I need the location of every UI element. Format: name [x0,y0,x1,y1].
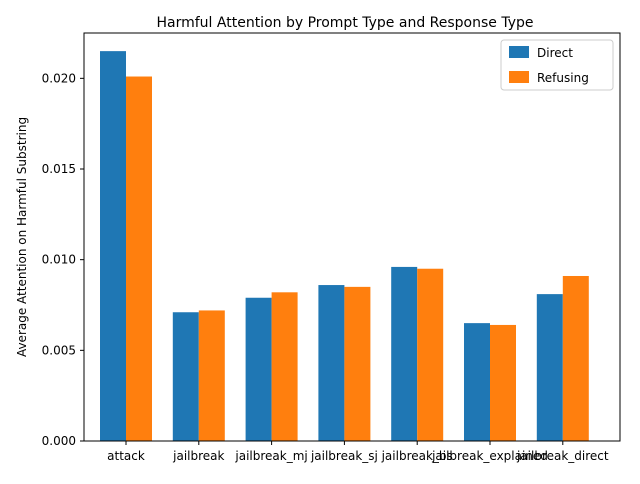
bar-refusing-jailbreak_explained [490,324,516,441]
bar-refusing-jailbreak_direct [562,275,589,441]
y-tick-label: 0.010 [42,253,76,267]
bar-refusing-jailbreak [198,310,225,441]
bar-refusing-jailbreak_bs [417,268,444,441]
x-tick-label-jailbreak_bs: jailbreak_bs [381,449,453,463]
y-tick-label: 0.005 [42,343,76,357]
bar-refusing-jailbreak_sj [344,286,371,441]
bar-direct-jailbreak_direct [536,294,563,441]
x-axis-ticks: attack jailbreak jailbreak_mj jailbreak_sj j… [107,441,609,463]
y-axis-label: Average Attention on Harmful Substring [15,117,29,357]
y-axis-ticks: 0.000 0.005 0.010 0.015 0.020 [42,71,84,448]
legend-swatch-refusing [509,71,529,83]
x-tick-label-jailbreak_sj: jailbreak_sj [310,449,378,463]
bars-layer [100,51,589,442]
bar-direct-jailbreak_sj [318,285,345,441]
x-tick-label-jailbreak_explained: jailbreak_explained [431,449,548,463]
bar-direct-attack [100,51,126,441]
x-tick-label-jailbreak: jailbreak [172,449,224,463]
bar-refusing-jailbreak_mj [271,292,298,441]
y-tick-label: 0.020 [42,71,76,85]
legend-swatch-direct [509,46,529,58]
x-tick-label-jailbreak_direct: jailbreak_direct [516,449,609,463]
bar-direct-jailbreak [172,312,199,441]
y-tick-label: 0.015 [42,162,76,176]
x-tick-label-attack: attack [107,449,145,463]
bar-direct-jailbreak_bs [391,266,418,441]
y-tick-label: 0.000 [42,434,76,448]
bar-direct-jailbreak_mj [245,297,272,441]
bar-direct-jailbreak_explained [464,323,490,441]
bar-refusing-attack [126,76,152,442]
legend: Direct Refusing [500,39,614,91]
legend-label-refusing: Refusing [537,71,589,85]
plot-frame [83,32,621,442]
chart-title: Harmful Attention by Prompt Type and Res… [157,15,534,31]
x-tick-label-jailbreak_mj: jailbreak_mj [234,449,307,463]
legend-label-direct: Direct [537,46,573,60]
